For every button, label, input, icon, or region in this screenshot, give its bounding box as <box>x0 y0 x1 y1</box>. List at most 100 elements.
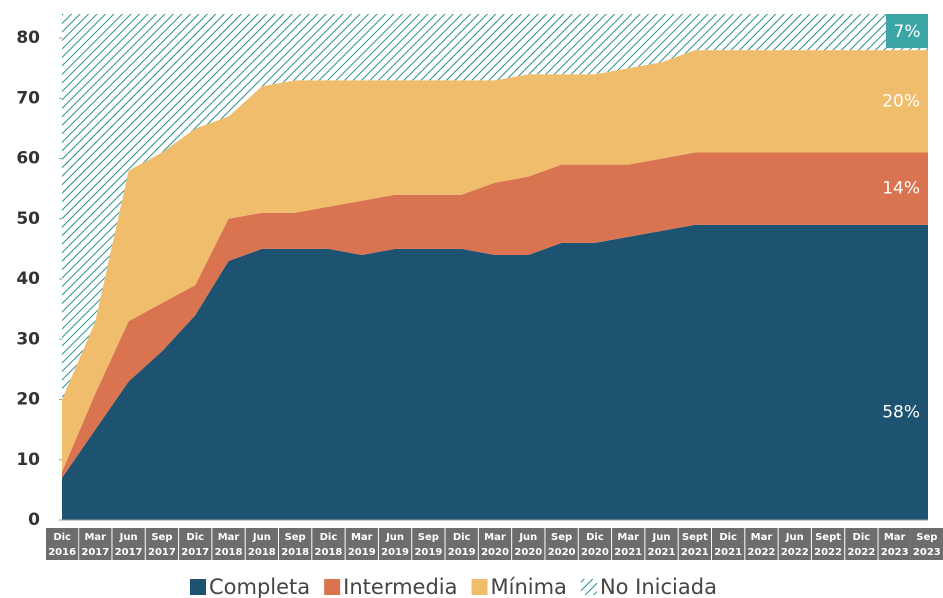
x-tick-box <box>279 528 312 560</box>
x-tick-label: 2018 <box>248 547 276 558</box>
x-tick-box <box>445 528 478 560</box>
x-tick-label: 2019 <box>381 547 409 558</box>
x-tick-label: Jun <box>652 532 671 543</box>
x-tick-label: Mar <box>484 532 506 543</box>
x-tick-label: 2017 <box>115 547 143 558</box>
x-tick-label: Dic <box>719 532 737 543</box>
x-tick-label: 2019 <box>414 547 442 558</box>
x-tick-label: Dic <box>186 532 204 543</box>
x-tick-box <box>645 528 678 560</box>
end-label: 20% <box>882 91 920 111</box>
legend-label: Completa <box>209 575 310 598</box>
x-tick-label: Dic <box>53 532 71 543</box>
x-tick-label: Sep <box>551 532 572 543</box>
x-tick-box <box>145 528 179 560</box>
x-tick-box <box>512 528 545 560</box>
x-tick-box <box>845 528 878 560</box>
x-tick-box <box>878 528 911 560</box>
y-tick-label: 40 <box>16 269 40 289</box>
x-tick-label: 2020 <box>581 547 609 558</box>
end-label: 58% <box>882 402 920 422</box>
area <box>62 14 928 400</box>
y-tick-label: 50 <box>16 209 40 229</box>
end-label-box <box>886 14 928 48</box>
x-tick-label: 2021 <box>614 547 642 558</box>
x-tick-label: 2019 <box>448 547 476 558</box>
x-tick-label: 2022 <box>781 547 809 558</box>
area <box>62 224 928 521</box>
x-tick-label: 2017 <box>181 547 209 558</box>
x-tick-box <box>378 528 412 560</box>
x-tick-label: 2022 <box>847 547 875 558</box>
x-tick-label: Jun <box>252 532 271 543</box>
x-tick-label: 2020 <box>514 547 542 558</box>
x-tick-label: 2023 <box>913 547 941 558</box>
x-tick-label: Jun <box>518 532 537 543</box>
x-tick-box <box>811 528 845 560</box>
x-tick-label: 2016 <box>48 547 76 558</box>
legend-label: Intermedia <box>343 575 457 598</box>
x-tick-label: Mar <box>218 532 240 543</box>
end-label: 7% <box>894 22 921 42</box>
x-tick-label: Sep <box>418 532 439 543</box>
x-tick-label: Sep <box>916 532 937 543</box>
x-tick-label: 2017 <box>81 547 109 558</box>
x-tick-label: Dic <box>320 532 338 543</box>
y-tick-label: 20 <box>16 390 40 410</box>
y-tick-label: 70 <box>16 88 40 108</box>
legend-label: No Iniciada <box>600 575 717 598</box>
x-tick-box <box>778 528 811 560</box>
x-tick-label: Sep <box>285 532 306 543</box>
x-tick-label: 2019 <box>348 547 376 558</box>
x-tick-label: 2021 <box>681 547 709 558</box>
x-tick-box <box>245 528 278 560</box>
x-tick-box <box>745 528 778 560</box>
x-tick-box <box>212 528 245 560</box>
y-tick-label: 10 <box>16 450 40 470</box>
area <box>62 152 928 478</box>
x-tick-label: Dic <box>853 532 871 543</box>
x-tick-box <box>612 528 645 560</box>
x-tick-label: Sept <box>682 532 708 543</box>
x-tick-box <box>545 528 578 560</box>
x-tick-box <box>412 528 445 560</box>
x-tick-label: Mar <box>751 532 773 543</box>
x-tick-box <box>79 528 112 560</box>
y-tick-label: 0 <box>28 510 40 530</box>
x-tick-label: Mar <box>351 532 373 543</box>
area <box>62 50 928 472</box>
x-tick-box <box>312 528 345 560</box>
x-tick-label: Mar <box>617 532 639 543</box>
x-tick-label: Dic <box>586 532 604 543</box>
x-tick-label: Mar <box>84 532 106 543</box>
legend-swatch <box>580 579 597 595</box>
legend-swatch <box>190 579 206 595</box>
legend-swatch <box>324 579 341 595</box>
x-tick-label: 2020 <box>548 547 576 558</box>
x-tick-label: 2022 <box>814 547 842 558</box>
x-tick-label: 2017 <box>148 547 176 558</box>
x-tick-box <box>578 528 612 560</box>
x-tick-label: 2022 <box>748 547 776 558</box>
y-tick-label: 60 <box>16 149 40 169</box>
legend-label: Mínima <box>491 575 567 598</box>
x-tick-label: 2021 <box>648 547 676 558</box>
x-tick-label: Jun <box>385 532 404 543</box>
y-tick-label: 30 <box>16 329 40 349</box>
x-tick-box <box>478 528 512 560</box>
x-tick-box <box>712 528 745 560</box>
end-label: 14% <box>882 179 920 199</box>
x-tick-label: 2023 <box>881 547 909 558</box>
x-tick-label: 2018 <box>315 547 343 558</box>
x-tick-label: 2021 <box>714 547 742 558</box>
x-tick-label: Mar <box>884 532 906 543</box>
x-tick-label: Jun <box>785 532 804 543</box>
x-tick-label: Dic <box>453 532 471 543</box>
x-tick-label: 2018 <box>215 547 243 558</box>
x-tick-label: 2018 <box>281 547 309 558</box>
x-tick-label: Sept <box>815 532 841 543</box>
x-tick-box <box>179 528 212 560</box>
x-tick-box <box>112 528 145 560</box>
x-tick-box <box>46 528 79 560</box>
